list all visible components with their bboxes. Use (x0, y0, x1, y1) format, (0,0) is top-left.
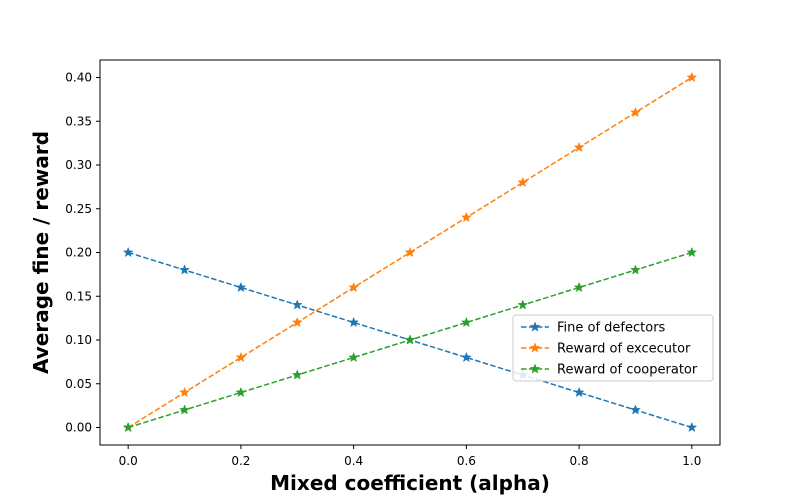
y-tick-label: 0.25 (65, 202, 92, 216)
x-tick-label: 0.6 (457, 454, 476, 468)
y-tick-label: 0.30 (65, 158, 92, 172)
y-tick-label: 0.20 (65, 246, 92, 260)
x-tick-label: 1.0 (682, 454, 701, 468)
y-tick-label: 0.00 (65, 421, 92, 435)
x-tick-label: 0.2 (231, 454, 250, 468)
y-tick-label: 0.10 (65, 333, 92, 347)
legend-label: Reward of cooperator (557, 363, 698, 378)
x-axis-title: Mixed coefficient (alpha) (270, 471, 550, 495)
x-tick-label: 0.4 (344, 454, 363, 468)
legend-label: Fine of defectors (557, 321, 666, 336)
legend-label: Reward of excecutor (557, 342, 691, 357)
x-tick-label: 0.8 (570, 454, 589, 468)
x-tick-label: 0.0 (119, 454, 138, 468)
legend: Fine of defectors Reward of excecutor Rewa… (513, 315, 713, 381)
y-axis-title: Average fine / reward (29, 131, 53, 374)
y-tick-label: 0.40 (65, 71, 92, 85)
y-tick-label: 0.05 (65, 377, 92, 391)
y-tick-label: 0.35 (65, 114, 92, 128)
y-tick-label: 0.15 (65, 289, 92, 303)
